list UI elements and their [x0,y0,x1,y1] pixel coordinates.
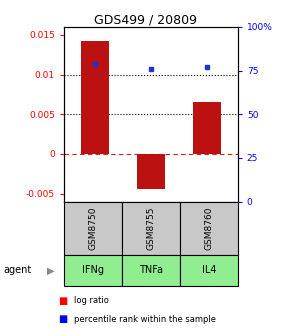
Text: IL4: IL4 [202,265,216,276]
Text: IFNg: IFNg [82,265,104,276]
Text: percentile rank within the sample: percentile rank within the sample [74,315,216,324]
Bar [193,102,221,154]
Text: agent: agent [3,265,31,276]
Text: GSM8760: GSM8760 [204,207,213,250]
Text: ■: ■ [58,296,67,306]
Bar [137,154,165,189]
Text: GDS499 / 20809: GDS499 / 20809 [93,13,197,27]
Text: ■: ■ [58,314,67,324]
Text: GSM8750: GSM8750 [88,207,97,250]
Text: TNFa: TNFa [139,265,163,276]
Text: log ratio: log ratio [74,296,109,305]
Bar [81,41,109,154]
Text: GSM8755: GSM8755 [146,207,155,250]
Text: ▶: ▶ [47,265,55,276]
